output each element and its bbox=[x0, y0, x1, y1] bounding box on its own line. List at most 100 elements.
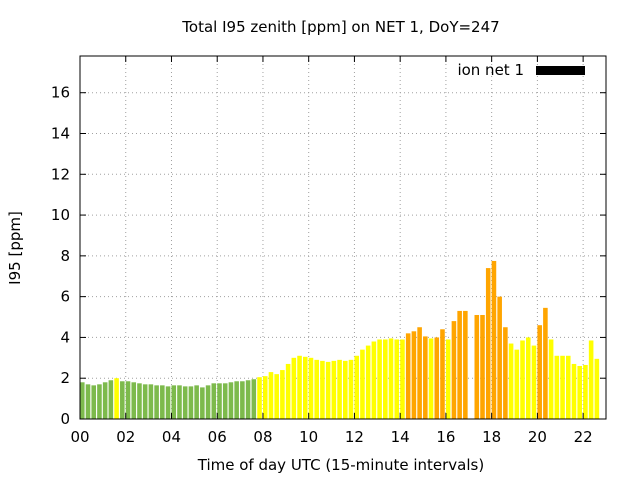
bar bbox=[114, 378, 119, 419]
bar bbox=[142, 384, 148, 419]
bar bbox=[314, 359, 319, 419]
bar bbox=[182, 386, 188, 419]
bar bbox=[274, 374, 279, 419]
bar bbox=[485, 268, 491, 419]
x-tick-label: 08 bbox=[253, 428, 272, 446]
bar bbox=[508, 343, 514, 419]
bar bbox=[388, 338, 394, 419]
bar bbox=[257, 377, 262, 419]
bar bbox=[377, 339, 382, 419]
bar bbox=[188, 386, 194, 419]
bar bbox=[451, 321, 457, 419]
bar bbox=[131, 382, 137, 419]
bar bbox=[234, 381, 239, 419]
bar bbox=[137, 383, 142, 419]
bar bbox=[411, 331, 417, 419]
bar bbox=[160, 385, 165, 419]
bar bbox=[171, 385, 177, 419]
bar bbox=[245, 380, 251, 419]
legend-label: ion net 1 bbox=[457, 61, 524, 79]
bar bbox=[423, 336, 428, 419]
y-tick-label: 0 bbox=[60, 410, 70, 428]
bar bbox=[154, 385, 159, 419]
y-tick-label: 10 bbox=[51, 206, 70, 224]
bar bbox=[285, 363, 291, 419]
bar bbox=[434, 337, 440, 419]
bar bbox=[297, 355, 302, 419]
x-tick-label: 18 bbox=[482, 428, 501, 446]
bar bbox=[331, 360, 337, 419]
bar bbox=[405, 333, 411, 419]
bar bbox=[85, 384, 91, 419]
y-axis-label: I95 [ppm] bbox=[6, 211, 24, 285]
y-tick-label: 14 bbox=[51, 124, 70, 142]
bar bbox=[571, 363, 577, 419]
bar bbox=[543, 307, 548, 419]
bar bbox=[308, 357, 314, 419]
bar bbox=[217, 383, 222, 419]
chart-title: Total I95 zenith [ppm] on NET 1, DoY=247 bbox=[181, 18, 499, 36]
bar bbox=[268, 372, 274, 419]
bar bbox=[102, 382, 108, 419]
legend-swatch bbox=[536, 66, 585, 75]
x-tick-label: 12 bbox=[345, 428, 364, 446]
bar bbox=[200, 387, 205, 419]
bar bbox=[337, 359, 342, 419]
bar bbox=[583, 364, 588, 419]
bar bbox=[520, 340, 525, 419]
bar bbox=[262, 376, 268, 419]
bar bbox=[588, 340, 594, 419]
bar bbox=[394, 339, 400, 419]
x-tick-label: 06 bbox=[208, 428, 227, 446]
plot-border bbox=[79, 55, 607, 420]
x-tick-label: 00 bbox=[70, 428, 89, 446]
bar bbox=[371, 341, 377, 419]
bar bbox=[560, 355, 565, 419]
bar bbox=[491, 260, 497, 419]
bar bbox=[525, 337, 531, 419]
bar bbox=[354, 355, 360, 419]
bar bbox=[211, 383, 217, 419]
x-tick-label: 04 bbox=[162, 428, 181, 446]
bar bbox=[417, 327, 422, 419]
bar bbox=[428, 338, 434, 419]
bar bbox=[474, 314, 480, 419]
bar bbox=[348, 359, 354, 419]
bar bbox=[497, 296, 502, 419]
bar bbox=[445, 339, 451, 419]
bar bbox=[165, 386, 171, 419]
x-tick-label: 02 bbox=[116, 428, 135, 446]
x-tick-label: 14 bbox=[391, 428, 410, 446]
bar bbox=[503, 327, 508, 419]
bar bbox=[80, 382, 85, 419]
bar bbox=[325, 361, 331, 419]
bar bbox=[108, 380, 114, 419]
bar bbox=[514, 349, 520, 419]
bar bbox=[228, 382, 234, 419]
bar bbox=[91, 385, 97, 419]
x-tick-label: 10 bbox=[299, 428, 318, 446]
bars bbox=[80, 260, 600, 419]
bar bbox=[457, 310, 462, 419]
bar bbox=[400, 339, 405, 419]
x-tick-label: 22 bbox=[574, 428, 593, 446]
y-tick-label: 12 bbox=[51, 165, 70, 183]
bar bbox=[177, 385, 182, 419]
bar bbox=[594, 358, 600, 419]
bar bbox=[554, 355, 560, 419]
bar bbox=[280, 370, 285, 419]
bar bbox=[302, 356, 308, 419]
y-tick-label: 4 bbox=[60, 328, 70, 346]
bar bbox=[222, 383, 228, 419]
bar bbox=[240, 381, 245, 419]
bar bbox=[343, 360, 348, 419]
y-tick-label: 2 bbox=[60, 369, 70, 387]
bar bbox=[383, 339, 388, 419]
bar bbox=[120, 381, 125, 419]
bar bbox=[360, 349, 365, 419]
bar bbox=[577, 365, 582, 419]
bar bbox=[480, 314, 485, 419]
x-tick-label: 20 bbox=[528, 428, 547, 446]
y-tick-label: 16 bbox=[51, 84, 70, 102]
